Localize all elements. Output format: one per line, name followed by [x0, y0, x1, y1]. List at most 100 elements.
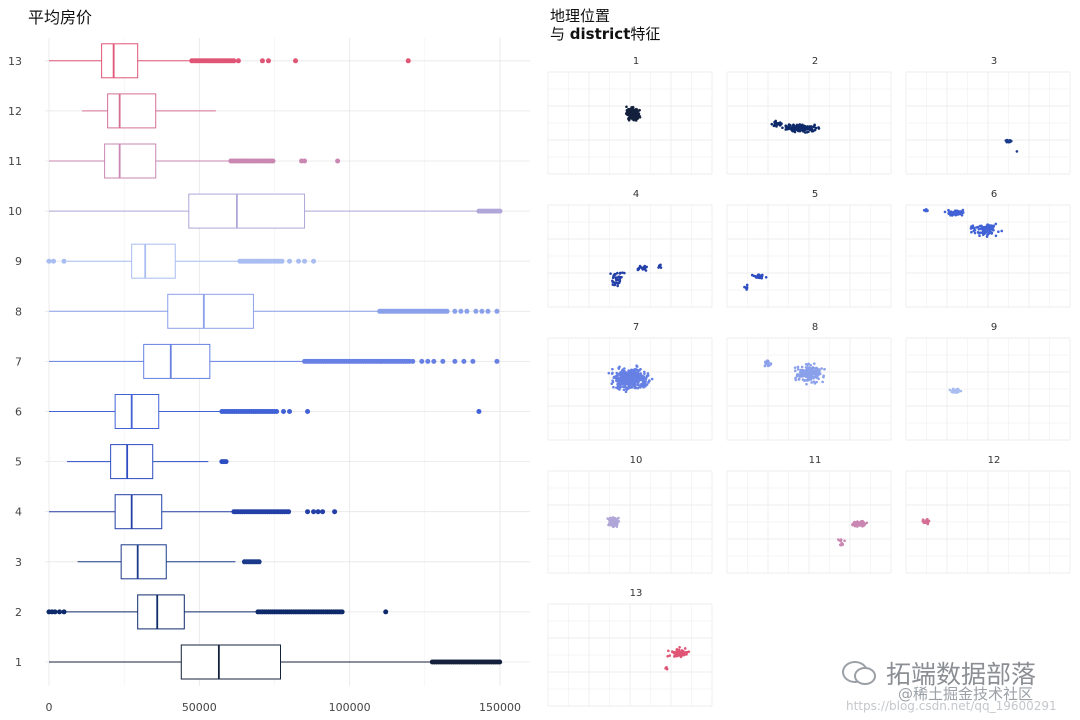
- scatter-point: [801, 378, 805, 381]
- title-prefix: 与: [550, 25, 570, 43]
- scatter-point: [807, 378, 811, 381]
- outlier-point: [302, 258, 308, 264]
- scatter-point: [817, 126, 820, 129]
- box-iqr: [120, 544, 167, 580]
- scatter-point: [955, 389, 959, 393]
- scatter-point: [957, 210, 960, 213]
- scatter-point: [616, 271, 619, 275]
- scatter-point: [810, 129, 814, 133]
- scatter-point: [799, 368, 802, 372]
- outlier-point: [410, 358, 416, 364]
- scatter-point: [630, 383, 634, 386]
- outlier-point: [61, 609, 67, 615]
- outlier-point: [479, 308, 485, 314]
- scatter-point: [612, 525, 616, 528]
- scatter-point: [799, 370, 802, 374]
- box-1: [49, 644, 503, 680]
- title-suffix: 特征: [630, 25, 660, 43]
- box-9: [46, 243, 317, 279]
- outlier-point: [311, 258, 317, 264]
- scatter-point: [976, 225, 980, 229]
- scatter-point: [989, 226, 993, 229]
- facet-4: 4: [547, 189, 713, 308]
- scatter-point: [813, 128, 817, 132]
- scatter-point: [806, 376, 810, 379]
- box-iqr: [137, 594, 185, 630]
- scatter-point: [687, 650, 691, 653]
- scatter-point: [614, 278, 618, 282]
- scatter-point: [809, 363, 813, 367]
- outlier-point: [476, 409, 482, 414]
- scatter-point: [779, 122, 782, 126]
- scatter-point: [784, 125, 788, 129]
- scatter-point: [612, 519, 615, 522]
- scatter-point: [823, 367, 826, 371]
- outlier-point: [315, 509, 321, 515]
- scatter-point: [766, 359, 770, 363]
- watermark: 拓端数据部落 @稀土掘金技术社区 https://blog.csdn.net/q…: [842, 655, 1078, 717]
- scatter-point: [633, 115, 637, 118]
- scatter-point: [994, 222, 998, 226]
- scatter-point: [625, 388, 629, 391]
- facet-7: 7: [547, 322, 713, 441]
- scatter-point: [618, 386, 622, 389]
- scatter-point: [822, 374, 825, 378]
- y-tick-label: 5: [15, 456, 22, 469]
- scatter-point: [805, 382, 808, 386]
- scatter-point: [951, 389, 955, 392]
- scatter-point: [792, 123, 795, 127]
- scatter-point: [637, 372, 640, 376]
- y-tick-label: 13: [8, 55, 22, 68]
- scatter-point: [665, 667, 669, 671]
- scatter-point: [805, 370, 809, 374]
- scatter-point: [1006, 139, 1010, 143]
- scatter-point: [640, 266, 644, 269]
- outlier-point: [458, 308, 464, 314]
- scatter-point: [815, 380, 818, 384]
- scatter-point: [969, 227, 973, 230]
- scatter-point: [793, 127, 797, 130]
- facet-5: 5: [726, 189, 892, 308]
- box-iqr: [180, 644, 281, 680]
- scatter-point: [766, 364, 770, 368]
- scatter-point: [926, 518, 929, 521]
- scatter-point: [811, 365, 815, 369]
- scatter-point: [948, 388, 952, 392]
- scatter-point: [924, 207, 928, 211]
- scatter-point: [636, 112, 640, 116]
- scatter-point: [609, 272, 612, 275]
- scatter-point: [809, 367, 812, 370]
- scatter-point: [857, 521, 861, 525]
- scatter-point: [1015, 150, 1019, 153]
- scatter-point: [855, 524, 858, 527]
- scatter-point: [988, 230, 992, 234]
- scatter-point: [865, 521, 869, 525]
- scatter-point: [642, 376, 646, 379]
- box-iqr: [104, 143, 157, 179]
- box-10: [49, 193, 503, 229]
- y-tick-label: 8: [15, 305, 22, 318]
- scatter-point: [646, 372, 650, 375]
- scatter-point: [745, 285, 749, 289]
- scatter-point: [984, 230, 988, 234]
- x-tick-label: 150000: [479, 701, 521, 714]
- outlier-point: [223, 459, 229, 465]
- scatter-point: [642, 266, 646, 269]
- scatter-point: [683, 647, 687, 650]
- scatter-point: [978, 224, 982, 228]
- scatter-point: [943, 210, 947, 214]
- outlier-point: [51, 258, 57, 264]
- box-iqr: [114, 394, 160, 429]
- outlier-point: [287, 258, 293, 264]
- scatter-point: [611, 380, 615, 384]
- scatter-point: [618, 388, 621, 391]
- scatter-point: [617, 366, 620, 370]
- scatter-point: [673, 650, 677, 654]
- scatter-point: [986, 233, 989, 237]
- scatter-point: [612, 375, 616, 379]
- y-tick-label: 3: [15, 556, 22, 569]
- scatter-point: [614, 281, 617, 285]
- scatter-point: [637, 266, 641, 270]
- scatter-point: [793, 369, 797, 373]
